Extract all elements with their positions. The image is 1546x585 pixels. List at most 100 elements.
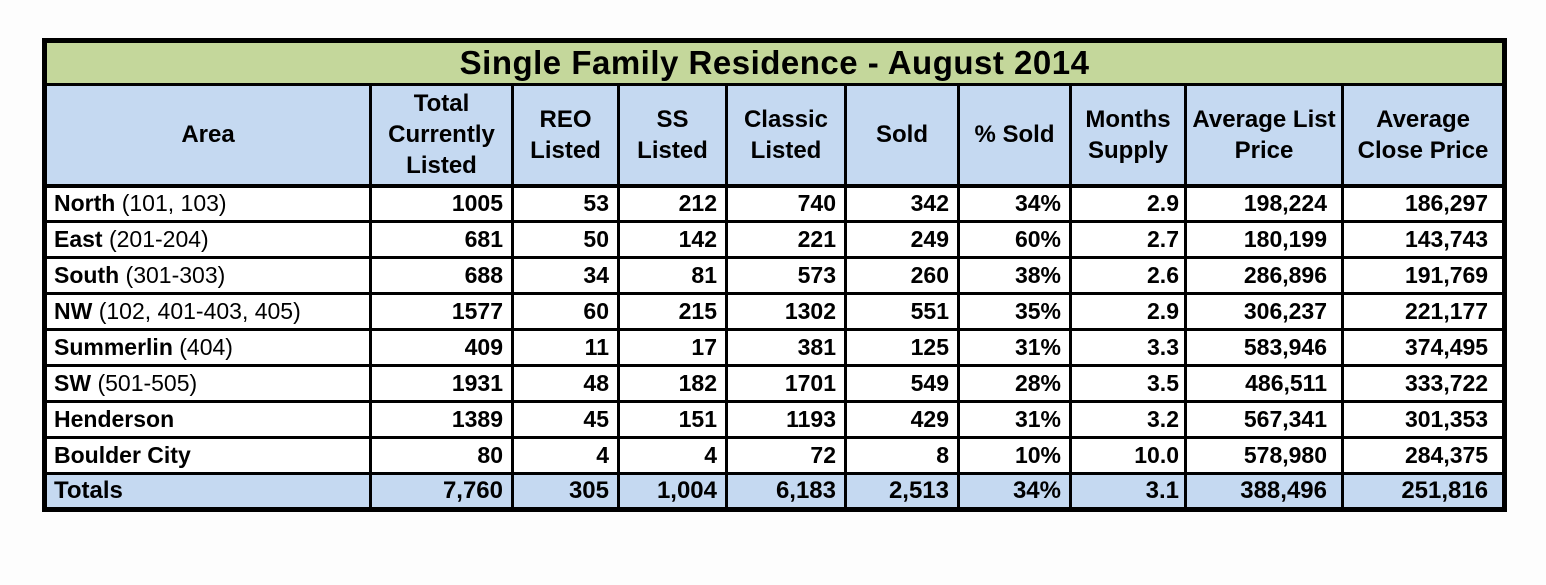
months-supply-cell: 10.0 — [1069, 436, 1187, 476]
area-name: East — [54, 226, 103, 253]
reo-listed-cell: 34 — [511, 256, 620, 296]
months-supply-cell: 3.2 — [1069, 400, 1187, 440]
sold-cell: 342 — [844, 184, 960, 224]
totals-reo-listed: 305 — [511, 472, 620, 512]
total-currently-listed-cell: 1389 — [369, 400, 514, 440]
ss-listed-cell: 81 — [617, 256, 728, 296]
ss-listed-cell: 212 — [617, 184, 728, 224]
total-currently-listed-cell: 1577 — [369, 292, 514, 332]
classic-listed-cell: 740 — [725, 184, 847, 224]
sold-cell: 260 — [844, 256, 960, 296]
column-header-ss-listed: SS Listed — [617, 82, 728, 188]
totals-row: Totals 7,760 305 1,004 6,183 2,513 34% 3… — [43, 472, 1507, 512]
column-header-pct-sold: % Sold — [957, 82, 1072, 188]
ss-listed-cell: 17 — [617, 328, 728, 368]
area-cell: East (201-204) — [43, 220, 372, 260]
reo-listed-cell: 11 — [511, 328, 620, 368]
average-list-price-cell: 486,511 — [1184, 364, 1344, 404]
area-name: NW — [54, 298, 93, 325]
classic-listed-cell: 1302 — [725, 292, 847, 332]
area-name: South — [54, 262, 120, 289]
table-row: North (101, 103) 1005 53 212 740 342 34%… — [43, 184, 1507, 224]
classic-listed-cell: 381 — [725, 328, 847, 368]
average-close-price-cell: 191,769 — [1340, 256, 1507, 296]
title-row: Single Family Residence - August 2014 — [42, 39, 1507, 86]
area-cell: Summerlin (404) — [43, 328, 372, 368]
average-close-price-cell: 284,375 — [1340, 436, 1507, 476]
reo-listed-cell: 50 — [511, 220, 620, 260]
totals-months-supply: 3.1 — [1069, 472, 1187, 512]
area-codes: (404) — [172, 334, 233, 361]
reo-listed-cell: 4 — [511, 436, 620, 476]
pct-sold-cell: 34% — [957, 184, 1072, 224]
table-row: SW (501-505) 1931 48 182 1701 549 28% 3.… — [43, 364, 1507, 404]
column-header-sold: Sold — [844, 82, 960, 188]
sold-cell: 551 — [844, 292, 960, 332]
table-row: Henderson 1389 45 151 1193 429 31% 3.2 5… — [43, 400, 1507, 440]
area-cell: Henderson — [43, 400, 372, 440]
column-header-average-list-price: Average List Price — [1184, 82, 1344, 188]
column-header-reo-listed: REO Listed — [511, 82, 620, 188]
table-row: South (301-303) 688 34 81 573 260 38% 2.… — [43, 256, 1507, 296]
average-list-price-cell: 567,341 — [1184, 400, 1344, 440]
totals-total-currently-listed: 7,760 — [369, 472, 514, 512]
column-header-area: Area — [43, 82, 372, 188]
pct-sold-cell: 38% — [957, 256, 1072, 296]
area-cell: NW (102, 401-403, 405) — [43, 292, 372, 332]
pct-sold-cell: 28% — [957, 364, 1072, 404]
table-row: NW (102, 401-403, 405) 1577 60 215 1302 … — [43, 292, 1507, 332]
sold-cell: 125 — [844, 328, 960, 368]
reo-listed-cell: 60 — [511, 292, 620, 332]
classic-listed-cell: 1701 — [725, 364, 847, 404]
area-name: SW — [54, 370, 92, 397]
months-supply-cell: 2.6 — [1069, 256, 1187, 296]
pct-sold-cell: 10% — [957, 436, 1072, 476]
months-supply-cell: 2.9 — [1069, 292, 1187, 332]
totals-average-close-price: 251,816 — [1340, 472, 1507, 512]
column-header-total-currently-listed: Total Currently Listed — [369, 82, 514, 188]
area-codes: (301-303) — [119, 262, 226, 289]
single-family-residence-table: Single Family Residence - August 2014 Ar… — [42, 38, 1508, 513]
classic-listed-cell: 1193 — [725, 400, 847, 440]
average-list-price-cell: 583,946 — [1184, 328, 1344, 368]
total-currently-listed-cell: 1005 — [369, 184, 514, 224]
total-currently-listed-cell: 681 — [369, 220, 514, 260]
area-name: North — [54, 190, 116, 217]
column-header-classic-listed: Classic Listed — [725, 82, 847, 188]
area-name: Summerlin — [54, 334, 173, 361]
classic-listed-cell: 72 — [725, 436, 847, 476]
table-row: East (201-204) 681 50 142 221 249 60% 2.… — [43, 220, 1507, 260]
average-list-price-cell: 198,224 — [1184, 184, 1344, 224]
ss-listed-cell: 4 — [617, 436, 728, 476]
area-codes: (102, 401-403, 405) — [92, 298, 301, 325]
classic-listed-cell: 573 — [725, 256, 847, 296]
area-codes: (101, 103) — [115, 190, 227, 217]
totals-classic-listed: 6,183 — [725, 472, 847, 512]
months-supply-cell: 3.3 — [1069, 328, 1187, 368]
pct-sold-cell: 60% — [957, 220, 1072, 260]
table-row: Boulder City 80 4 4 72 8 10% 10.0 578,98… — [43, 436, 1507, 476]
sold-cell: 249 — [844, 220, 960, 260]
total-currently-listed-cell: 1931 — [369, 364, 514, 404]
ss-listed-cell: 151 — [617, 400, 728, 440]
area-codes: (201-204) — [102, 226, 209, 253]
average-close-price-cell: 221,177 — [1340, 292, 1507, 332]
total-currently-listed-cell: 80 — [369, 436, 514, 476]
area-name: Henderson — [54, 406, 175, 433]
average-close-price-cell: 333,722 — [1340, 364, 1507, 404]
months-supply-cell: 2.7 — [1069, 220, 1187, 260]
area-name: Boulder City — [54, 442, 191, 469]
pct-sold-cell: 35% — [957, 292, 1072, 332]
ss-listed-cell: 215 — [617, 292, 728, 332]
pct-sold-cell: 31% — [957, 400, 1072, 440]
pct-sold-cell: 31% — [957, 328, 1072, 368]
average-close-price-cell: 301,353 — [1340, 400, 1507, 440]
average-list-price-cell: 180,199 — [1184, 220, 1344, 260]
column-header-months-supply: Months Supply — [1069, 82, 1187, 188]
totals-average-list-price: 388,496 — [1184, 472, 1344, 512]
area-cell: Boulder City — [43, 436, 372, 476]
ss-listed-cell: 142 — [617, 220, 728, 260]
average-list-price-cell: 286,896 — [1184, 256, 1344, 296]
months-supply-cell: 3.5 — [1069, 364, 1187, 404]
totals-label: Totals — [43, 472, 372, 512]
